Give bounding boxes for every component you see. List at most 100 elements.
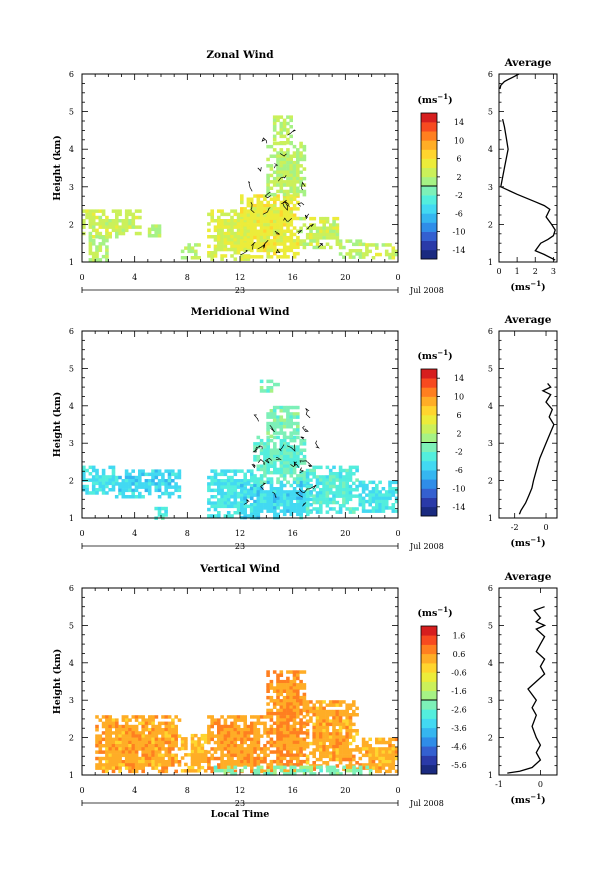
heatmap-cell [276,431,280,435]
heatmap-cell [131,744,136,748]
heatmap-cell [171,724,175,729]
heatmap-cell [210,215,214,220]
heatmap-cell [325,484,330,489]
heatmap-cell [289,451,294,456]
heatmap-cell [286,170,290,174]
profile-x-tick-label: 2 [533,267,538,276]
colorbar-tick-label: 6 [456,155,461,164]
heatmap-cell [272,180,277,184]
heatmap-cell [282,689,287,693]
heatmap-cell [365,744,369,748]
heatmap-cell [302,167,307,171]
heatmap-cell [348,716,353,720]
heatmap-cell [141,485,145,489]
heatmap-cell [296,415,300,419]
heatmap-cell [276,176,280,181]
heatmap-cell [230,504,234,509]
heatmap-cell [305,700,310,704]
colorbar-swatch [421,451,437,462]
heatmap-cell [325,716,330,720]
heatmap-cell [279,154,284,158]
heatmap-cell [253,503,257,507]
heatmap-cell [286,173,290,178]
heatmap-cell [111,731,116,735]
heatmap-cell [101,756,106,761]
heatmap-cell [154,766,159,770]
heatmap-cell [82,472,86,476]
heatmap-cell [266,503,270,507]
heatmap-cell [250,740,254,745]
heatmap-cell [276,458,280,462]
heatmap-cell [368,753,372,758]
heatmap-cell [342,719,346,723]
heatmap-cell [388,243,392,247]
colorbar-swatch [421,249,437,260]
profile-y-tick-label: 2 [488,477,493,486]
heatmap-cell [342,741,346,746]
heatmap-cell [167,475,172,480]
colorbar-tick-label: -5.6 [451,761,466,770]
heatmap-cell [266,173,270,178]
heatmap-cell [243,496,247,501]
heatmap-cell [249,210,254,214]
heatmap-cell [276,239,280,243]
heatmap-cell [276,131,280,135]
heatmap-cell [226,498,231,502]
heatmap-cell [220,744,224,748]
heatmap-cell [85,209,89,213]
heatmap-cell [95,209,99,213]
heatmap-cell [299,753,303,757]
heatmap-cell [269,207,274,211]
heatmap-cell [226,479,231,483]
heatmap-cell [210,501,214,505]
heatmap-cell [282,464,287,468]
heatmap-cell [223,734,228,738]
heatmap-cell [272,121,277,126]
heatmap-cell [230,485,234,489]
heatmap-cell [388,766,392,770]
heatmap-cell [335,223,340,227]
heatmap-cell [98,747,103,751]
heatmap-cell [111,718,116,722]
heatmap-cell [148,744,152,748]
colorbar-swatch [421,396,437,407]
heatmap-cell [253,194,257,198]
heatmap-cell [144,750,149,754]
heatmap-cell [128,479,132,483]
heatmap-cell [164,737,169,742]
heatmap-cell [312,239,317,243]
heatmap-cell [266,747,270,751]
heatmap-cell [259,242,264,246]
heatmap-cell [240,496,244,501]
heatmap-cell [289,235,294,240]
heatmap-cell [296,192,300,197]
heatmap-cell [286,689,290,693]
heatmap-cell [299,679,303,684]
heatmap-cell [174,488,178,493]
heatmap-cell [292,715,297,719]
heatmap-cell [240,728,244,732]
heatmap-cell [272,409,277,413]
heatmap-cell [276,183,280,187]
heatmap-cell [296,458,300,462]
heatmap-cell [315,510,320,514]
heatmap-cell [296,405,300,410]
heatmap-cell [138,731,142,735]
heatmap-cell [203,769,208,773]
heatmap-cell [91,209,96,213]
heatmap-cell [256,765,261,770]
heatmap-cell [322,494,326,498]
heatmap-cell [105,756,109,761]
heatmap-cell [276,180,280,184]
heatmap-cell [246,232,251,237]
heatmap-cell [279,115,284,119]
heatmap-cell [276,724,280,729]
heatmap-cell [128,744,132,748]
heatmap-cell [223,514,228,518]
heatmap-cell [338,725,343,730]
heatmap-cell [332,494,336,498]
heatmap-cell [95,478,99,482]
heatmap-cell [276,721,280,725]
heatmap-cell [240,219,244,224]
heatmap-cell [121,731,126,735]
